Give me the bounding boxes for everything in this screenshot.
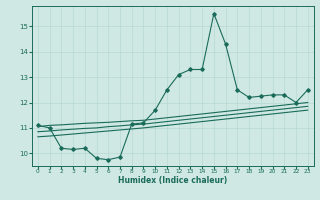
X-axis label: Humidex (Indice chaleur): Humidex (Indice chaleur) — [118, 176, 228, 185]
